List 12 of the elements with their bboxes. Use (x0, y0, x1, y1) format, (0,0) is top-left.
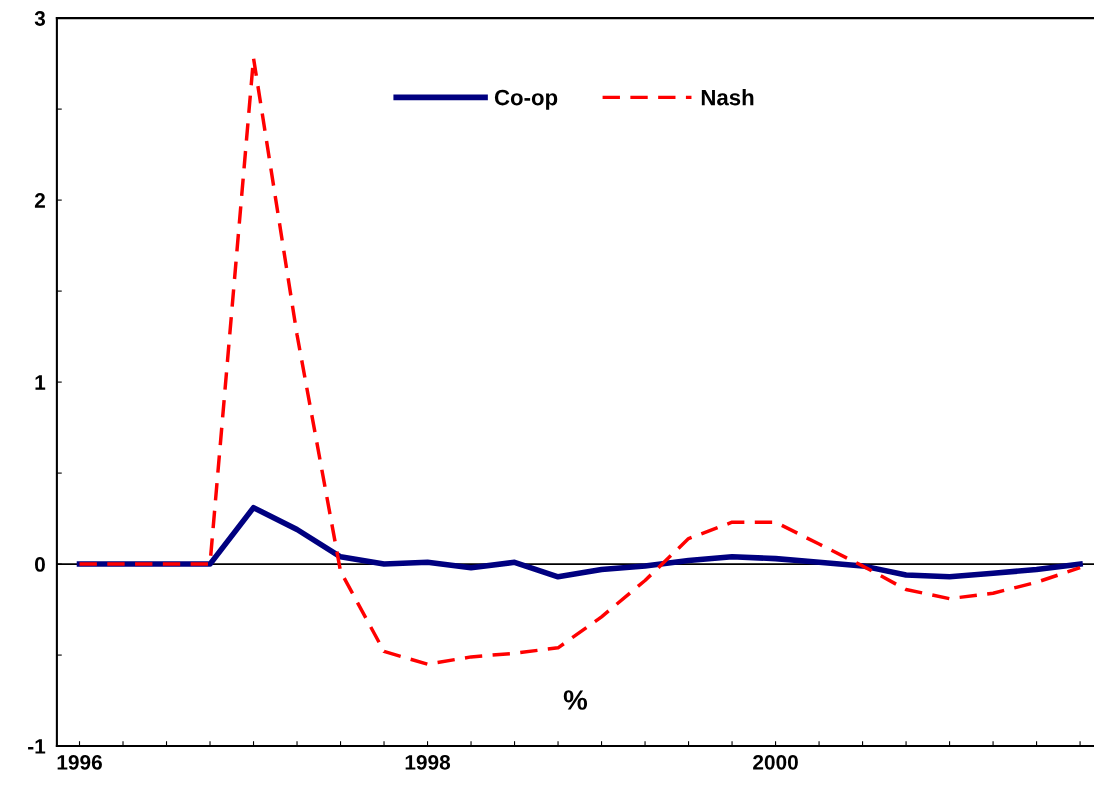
y-tick-label: 2 (34, 193, 45, 208)
legend-label: Co-op (494, 89, 558, 110)
y-tick-label: -1 (28, 739, 46, 754)
x-tick-label: 2000 (753, 754, 798, 770)
y-tick-label: 0 (35, 557, 45, 572)
x-tick-label: 1998 (405, 754, 451, 770)
y-tick-label: 3 (34, 11, 46, 26)
line-series (77, 56, 1082, 666)
annotation: % (563, 690, 588, 710)
x-tick-label: 1996 (57, 754, 102, 770)
legend-label: Nash (701, 89, 754, 106)
y-tick-label: 1 (35, 375, 46, 390)
